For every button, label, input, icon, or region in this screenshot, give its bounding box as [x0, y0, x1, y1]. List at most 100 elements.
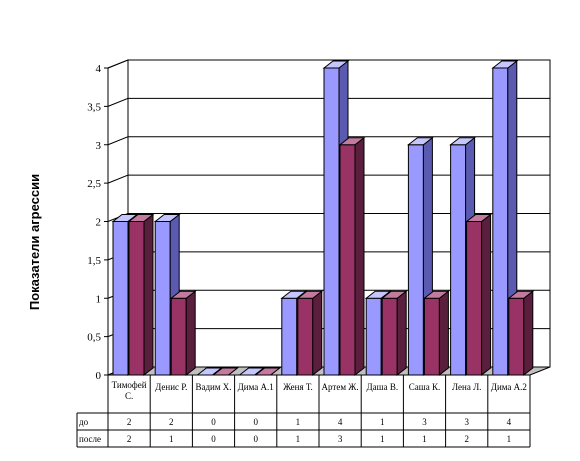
category-label: Даша В. — [367, 382, 399, 392]
bar-front — [365, 297, 382, 376]
table-value: 0 — [253, 434, 258, 444]
table-value: 2 — [169, 417, 174, 427]
category-label: Артем Ж. — [322, 382, 359, 392]
bar-front — [128, 221, 145, 376]
bar-top — [169, 290, 197, 299]
bar-front — [154, 221, 171, 376]
gridline-side — [107, 174, 129, 184]
bar-top — [507, 290, 535, 299]
bar-top — [338, 137, 366, 146]
category-label-line: С. — [125, 391, 133, 401]
table-value: 2 — [464, 434, 469, 444]
bar-top — [238, 367, 266, 376]
bar-top — [296, 290, 324, 299]
y-tick-label: 0 — [96, 370, 102, 382]
bar-после — [338, 136, 366, 377]
bar-side — [481, 213, 492, 377]
y-tick-label: 0,5 — [87, 332, 101, 344]
bar-после — [507, 290, 535, 377]
category-label: Женя Т. — [283, 382, 313, 392]
table-series-label: после — [79, 434, 101, 444]
y-tick-label: 4 — [96, 63, 102, 75]
bar-front — [407, 144, 424, 376]
gridline-side — [107, 97, 129, 107]
bar-front — [381, 297, 398, 376]
bar-top — [406, 137, 434, 146]
bar-front — [297, 297, 314, 376]
bar-side — [438, 290, 449, 377]
bar-top — [422, 290, 450, 299]
table-value: 3 — [464, 417, 469, 427]
bar-top — [280, 290, 308, 299]
bar-front — [112, 221, 129, 376]
category-label-line: Тимофей — [112, 380, 147, 390]
table-value: 3 — [338, 434, 343, 444]
bar-side — [143, 213, 154, 377]
bar-top — [364, 290, 392, 299]
bar-front — [281, 297, 298, 376]
y-tick-label: 2 — [96, 217, 102, 229]
table-value: 1 — [296, 434, 301, 444]
bar-front — [339, 144, 356, 376]
bar-side — [312, 290, 323, 377]
gridline-side — [107, 59, 129, 69]
category-label: Дима А.1 — [238, 382, 274, 392]
bar-после — [465, 213, 493, 377]
data-table: Тимофей С. Денис Р. Вадим Х. Дима А.1 Женя Т.… — [76, 375, 531, 448]
table-value: 1 — [380, 417, 385, 427]
category-label: Тимофей С. — [112, 380, 147, 401]
bar-front — [170, 297, 187, 376]
y-axis: 0 0,5 1 1,5 2 2,5 3 3,5 4 — [87, 63, 109, 382]
bar-side — [396, 290, 407, 377]
bar-после — [380, 290, 408, 377]
table-value: 1 — [380, 434, 385, 444]
table-value: 3 — [422, 417, 427, 427]
bar-front — [323, 67, 340, 376]
bar-front — [508, 297, 525, 376]
bar-top — [254, 367, 282, 376]
bar-после — [127, 213, 155, 377]
bar-front — [492, 67, 509, 376]
table-value: 1 — [296, 417, 301, 427]
y-tick-label: 1 — [96, 293, 102, 305]
y-tick-label: 3,5 — [87, 101, 101, 113]
bar-top — [211, 367, 239, 376]
bar-top — [465, 214, 493, 222]
table-value: 4 — [338, 417, 343, 427]
bar-side — [523, 290, 534, 377]
bar-до — [238, 367, 266, 376]
bars — [111, 59, 535, 377]
category-label: Лена Л. — [452, 382, 481, 392]
table-value: 1 — [169, 434, 174, 444]
bar-top — [322, 60, 350, 69]
table-value: 1 — [507, 434, 512, 444]
table-value: 1 — [422, 434, 427, 444]
bar-top — [491, 60, 519, 69]
bar-side — [354, 136, 365, 377]
bar-front — [423, 297, 440, 376]
table-value: 0 — [253, 417, 258, 427]
bar-top — [111, 214, 139, 222]
table-value: 0 — [211, 417, 216, 427]
table-value: 0 — [211, 434, 216, 444]
category-label: Вадим Х. — [195, 382, 231, 392]
bar-top — [449, 137, 477, 146]
gridline-side — [107, 136, 129, 146]
bar-до — [195, 367, 223, 376]
table-value: 2 — [127, 434, 132, 444]
bar-front — [450, 144, 467, 376]
bar-после — [169, 290, 197, 377]
y-axis-label: Показатели агрессии — [27, 174, 42, 310]
category-label: Саша К. — [409, 382, 440, 392]
bar-top — [380, 290, 408, 299]
y-tick-label: 2,5 — [87, 178, 101, 190]
bar-после — [296, 290, 324, 377]
y-tick-label: 3 — [96, 140, 102, 152]
category-label: Дима А.2 — [491, 382, 527, 392]
bar-side — [185, 290, 196, 377]
bar-top — [153, 214, 181, 222]
y-tick-label: 1,5 — [87, 255, 101, 267]
table-value: 2 — [127, 417, 132, 427]
